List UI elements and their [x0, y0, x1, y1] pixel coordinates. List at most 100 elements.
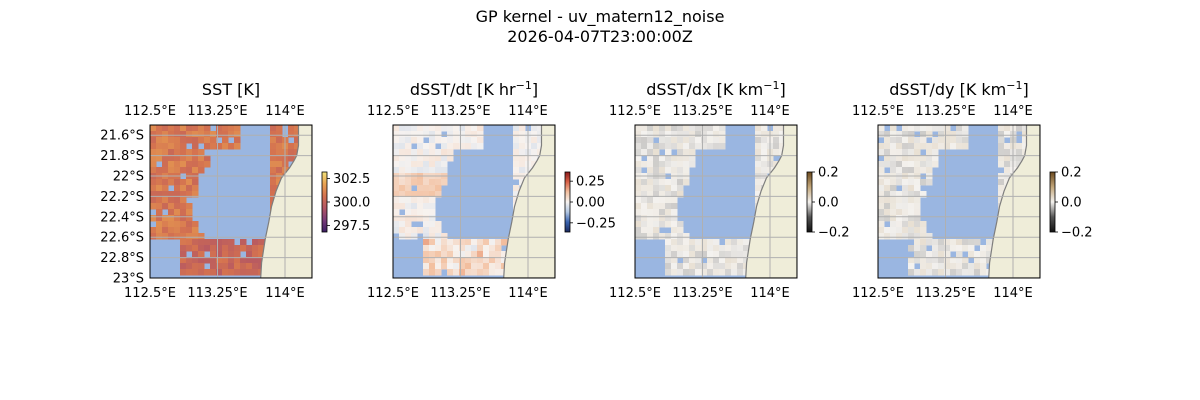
- data-cell: [186, 161, 193, 168]
- data-cell: [441, 167, 448, 174]
- data-cell: [665, 179, 672, 186]
- data-cell: [773, 125, 780, 132]
- data-cell: [932, 251, 939, 258]
- data-cell: [647, 137, 654, 144]
- data-cell: [222, 269, 229, 276]
- data-cell: [944, 251, 951, 258]
- data-cell: [186, 239, 193, 246]
- panel-title: dSST/dx [K km−1]: [646, 79, 785, 99]
- data-cell: [926, 269, 933, 276]
- data-cell: [665, 155, 672, 162]
- data-cell: [920, 263, 927, 270]
- data-cell: [405, 125, 412, 132]
- data-cell: [689, 149, 696, 156]
- data-cell: [447, 245, 454, 252]
- data-cell: [198, 233, 205, 240]
- data-cell: [228, 251, 235, 258]
- data-cell: [429, 257, 436, 264]
- data-cell: [641, 227, 648, 234]
- data-cell: [429, 197, 436, 204]
- data-cell: [453, 251, 460, 258]
- data-cell: [465, 125, 472, 132]
- data-cell: [258, 251, 265, 258]
- data-cell: [743, 239, 750, 246]
- data-cell: [192, 263, 199, 270]
- data-cell: [180, 197, 187, 204]
- data-cell: [252, 245, 259, 252]
- data-cell: [495, 263, 502, 270]
- data-cell: [210, 131, 217, 138]
- xtick-label-bottom: 112.5°E: [124, 286, 176, 301]
- data-cell: [914, 143, 921, 150]
- colorbar-tick-label: 0.0: [818, 196, 839, 211]
- data-cell: [429, 251, 436, 258]
- land-mass: [745, 125, 797, 278]
- data-cell: [683, 143, 690, 150]
- data-cell: [635, 191, 642, 198]
- data-cell: [677, 227, 684, 234]
- data-cell: [635, 161, 642, 168]
- data-cell: [926, 131, 933, 138]
- data-cell: [429, 191, 436, 198]
- data-cell: [417, 167, 424, 174]
- data-cell: [920, 227, 927, 234]
- data-cell: [986, 257, 993, 264]
- data-cell: [186, 233, 193, 240]
- data-cell: [1016, 143, 1023, 150]
- data-cell: [228, 257, 235, 264]
- data-cell: [755, 149, 762, 156]
- data-cell: [713, 245, 720, 252]
- data-cell: [920, 221, 927, 228]
- xtick-label-bottom: 114°E: [508, 286, 548, 301]
- data-cell: [944, 131, 951, 138]
- data-cell: [890, 221, 897, 228]
- data-cell: [186, 263, 193, 270]
- data-cell: [393, 179, 400, 186]
- data-cell: [665, 203, 672, 210]
- data-cell: [411, 161, 418, 168]
- xtick-label-top: 113.25°E: [915, 104, 975, 119]
- data-cell: [683, 131, 690, 138]
- data-cell: [168, 137, 175, 144]
- data-cell: [896, 227, 903, 234]
- data-cell: [719, 269, 726, 276]
- land-mass: [988, 125, 1040, 278]
- data-cell: [198, 161, 205, 168]
- data-cell: [974, 257, 981, 264]
- data-cell: [417, 143, 424, 150]
- xtick-label-bottom: 113.25°E: [430, 286, 490, 301]
- colorbar-tick-label: −0.2: [1061, 226, 1093, 241]
- data-cell: [914, 251, 921, 258]
- data-cell: [779, 137, 786, 144]
- data-cell: [531, 137, 538, 144]
- data-cell: [150, 155, 157, 162]
- data-cell: [896, 197, 903, 204]
- data-cell: [198, 155, 205, 162]
- data-cell: [890, 137, 897, 144]
- data-cell: [150, 125, 157, 132]
- data-cell: [156, 221, 163, 228]
- data-cell: [701, 143, 708, 150]
- data-cell: [647, 215, 654, 222]
- data-cell: [222, 257, 229, 264]
- data-cell: [737, 245, 744, 252]
- data-cell: [932, 257, 939, 264]
- figure-title: GP kernel - uv_matern12_noise: [476, 7, 725, 27]
- data-cell: [950, 257, 957, 264]
- data-cell: [635, 143, 642, 150]
- data-cell: [914, 197, 921, 204]
- data-cell: [489, 263, 496, 270]
- data-cell: [902, 215, 909, 222]
- data-cell: [914, 149, 921, 156]
- xtick-label-bottom: 113.25°E: [915, 286, 975, 301]
- data-cell: [647, 221, 654, 228]
- data-cell: [635, 179, 642, 186]
- data-cell: [210, 137, 217, 144]
- land-mass: [503, 125, 555, 278]
- data-cell: [234, 143, 241, 150]
- data-cell: [180, 245, 187, 252]
- data-cell: [168, 149, 175, 156]
- data-cell: [411, 203, 418, 210]
- data-cell: [896, 149, 903, 156]
- data-cell: [902, 185, 909, 192]
